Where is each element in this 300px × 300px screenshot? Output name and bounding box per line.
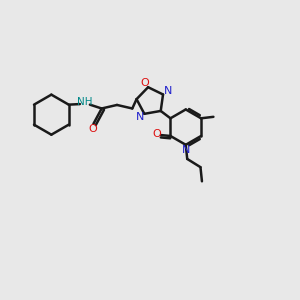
Text: NH: NH (77, 97, 93, 107)
Text: O: O (152, 130, 161, 140)
Text: N: N (164, 86, 172, 96)
Text: O: O (88, 124, 97, 134)
Text: N: N (182, 145, 190, 155)
Text: O: O (140, 78, 149, 88)
Text: N: N (136, 112, 144, 122)
